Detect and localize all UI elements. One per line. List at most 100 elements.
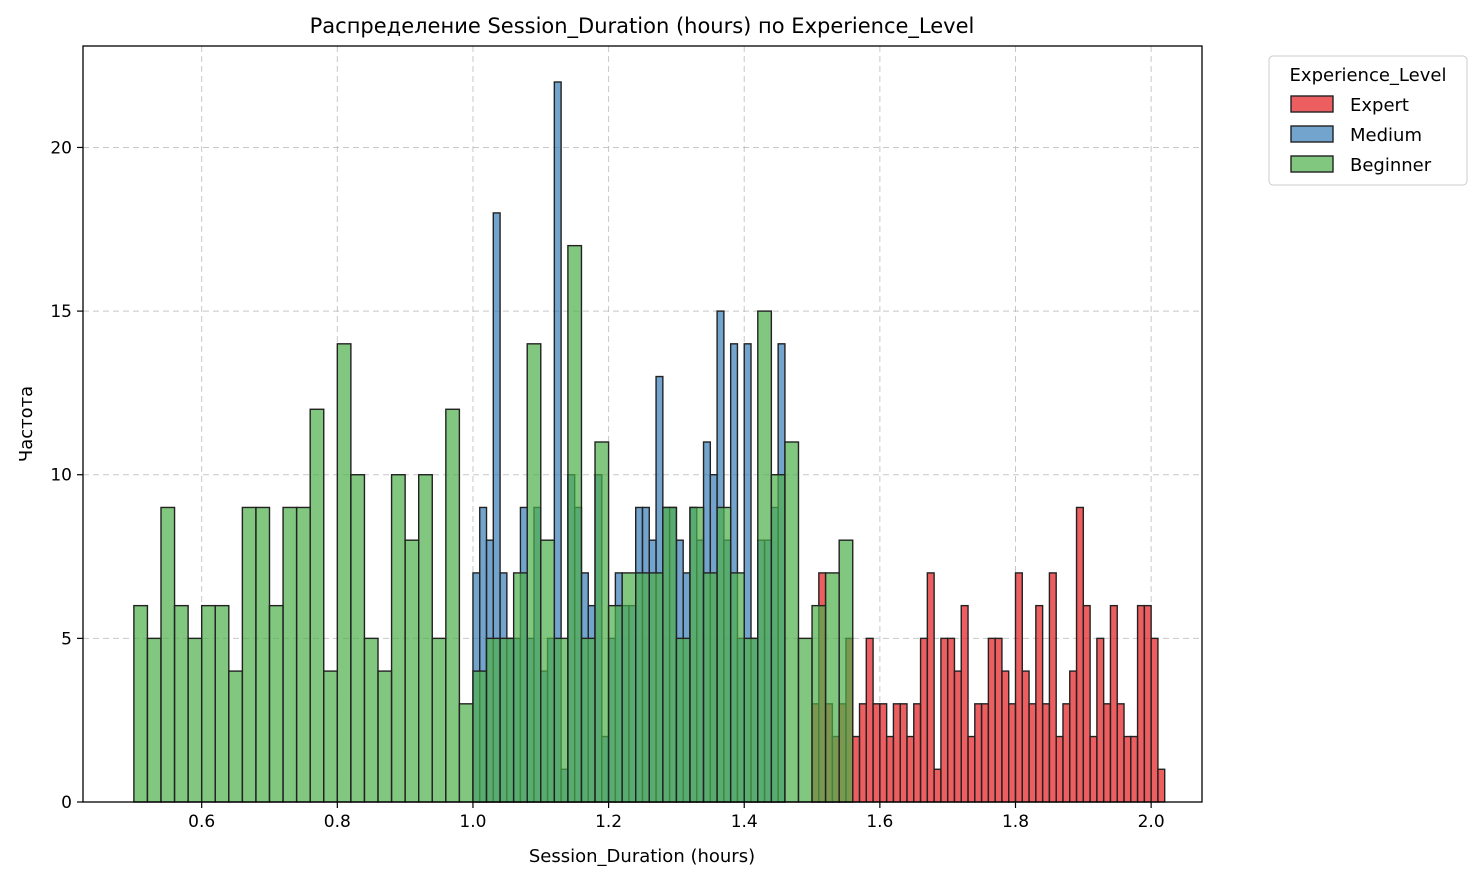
bar-beginner [282,506,298,803]
legend-label-expert: Expert [1350,95,1409,116]
bar-expert [1102,703,1112,803]
bar-beginner [689,506,705,803]
bar-expert [865,637,874,803]
bar-beginner [268,604,284,803]
y-tick-label: 10 [50,466,72,486]
bar-expert [1075,506,1085,803]
bar-beginner [309,408,325,803]
bar-beginner [133,604,149,803]
y-tick-label: 0 [61,793,72,813]
bar-beginner [350,474,366,803]
bar-beginner [594,441,610,803]
bar-beginner [146,637,162,803]
bar-beginner [729,572,745,803]
bar-beginner [214,604,230,803]
x-tick-label: 2.0 [1138,812,1165,832]
bar-beginner [241,506,257,803]
bar-expert [885,735,895,803]
bar-expert [1150,637,1159,803]
bars [133,81,1166,803]
x-tick-label: 1.6 [866,812,893,832]
bar-expert [919,637,929,803]
bar-beginner [770,474,786,803]
bar-beginner [295,506,311,803]
bar-expert [1116,703,1125,803]
chart-title: Распределение Session_Duration (hours) п… [310,14,975,39]
x-tick-label: 1.4 [731,812,758,832]
bar-beginner [784,441,800,803]
bar-expert [960,604,969,803]
plot-frame [82,45,1203,803]
bar-expert [940,637,949,803]
bar-beginner [540,539,556,803]
bar-beginner [635,572,650,803]
bar-expert [980,703,990,803]
bar-beginner [255,506,271,803]
bar-beginner [404,539,420,803]
bar-beginner [797,637,813,803]
x-axis-title: Session_Duration (hours) [529,846,755,867]
bar-expert [899,703,908,803]
axis-ticks: 0.6 0.8 1.0 1.2 1.4 1.6 1.8 2.0 0 5 10 15 20 [50,138,1164,832]
bar-expert [1035,604,1044,803]
legend-label-beginner: Beginner [1350,155,1432,176]
bar-beginner [431,637,447,803]
bar-expert [933,768,942,803]
bar-expert [953,670,962,803]
bar-expert [858,703,868,803]
bar-expert [1028,703,1037,803]
bar-expert [1001,670,1010,803]
bar-expert [906,735,915,803]
bar-beginner [173,604,189,803]
y-tick-label: 5 [61,629,72,649]
bar-expert [1062,703,1071,803]
bar-beginner [607,604,623,803]
bar-expert [892,703,901,803]
bar-beginner [187,637,203,803]
bar-expert [1136,604,1146,803]
y-tick-label: 15 [50,302,72,322]
bar-expert [1014,572,1023,803]
legend-label-medium: Medium [1350,125,1422,146]
bar-beginner [418,474,433,803]
bar-expert [1109,604,1118,803]
x-tick-label: 0.6 [188,812,215,832]
bar-expert [946,637,956,803]
legend-swatch-beginner [1290,155,1334,173]
bar-beginner [567,244,583,803]
x-tick-label: 1.0 [459,812,486,832]
bar-expert [1008,703,1017,803]
bar-beginner [743,637,759,803]
x-tick-label: 0.8 [324,812,351,832]
x-tick-label: 1.8 [1002,812,1029,832]
bar-beginner [458,703,474,803]
bar-beginner [675,637,691,803]
bar-beginner [824,572,840,803]
bar-beginner [512,572,528,803]
bar-beginner [499,637,515,803]
bar-expert [852,735,861,803]
bar-expert [1041,703,1051,803]
bar-beginner [662,506,678,803]
bar-beginner [580,637,596,803]
legend-box [1268,55,1468,186]
bar-expert [1048,572,1057,803]
bar-beginner [648,572,664,803]
bar-expert [1157,768,1166,803]
bar-beginner [838,539,854,803]
legend-swatch-medium [1290,125,1334,143]
bar-beginner [228,670,244,803]
bar-expert [1021,670,1030,803]
bar-beginner [811,604,827,803]
bar-expert [987,637,996,803]
bar-expert [994,637,1003,803]
bar-expert [1143,604,1152,803]
bar-beginner [390,474,406,803]
bar-expert [1089,735,1098,803]
legend-items: Expert Medium Beginner [1290,95,1432,176]
bar-expert [1123,735,1132,803]
bar-beginner [160,506,176,803]
y-tick-label: 20 [50,138,72,158]
bar-expert [913,703,922,803]
